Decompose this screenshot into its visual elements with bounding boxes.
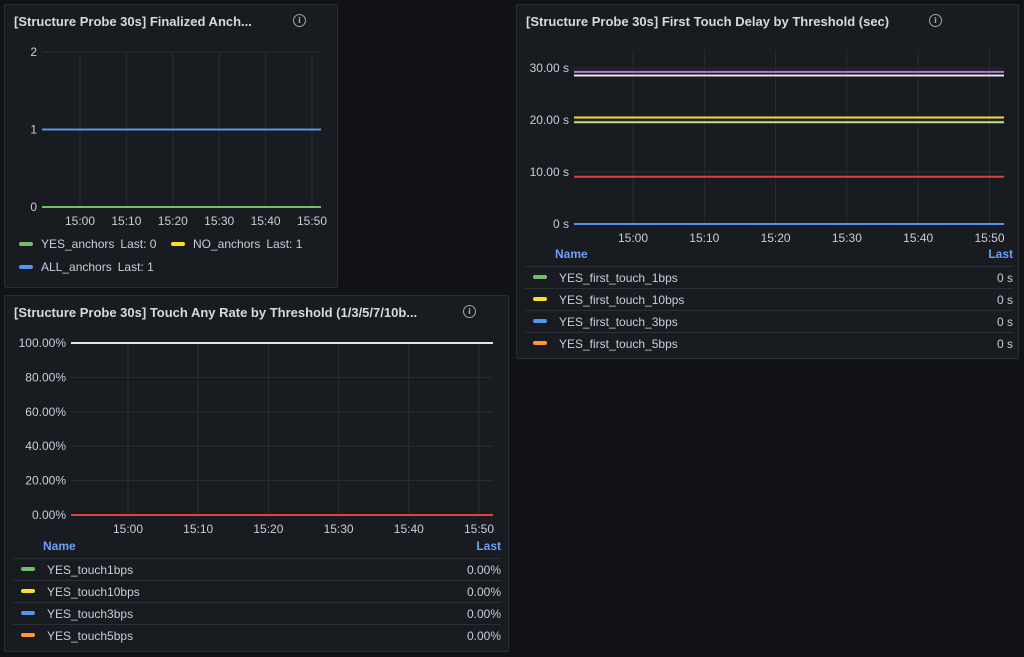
x-tick-label: 15:30 — [204, 214, 234, 228]
series-name: NO_anchors — [193, 237, 261, 251]
x-tick-label: 15:00 — [618, 231, 648, 245]
legend-row[interactable]: YES_first_touch_10bps 0 s — [525, 288, 1013, 311]
y-tick-label: 80.00% — [25, 370, 66, 384]
series-last-value: Last: 0 — [120, 237, 157, 251]
series-color-swatch — [21, 589, 35, 594]
legend-delay: Name Last YES_first_touch_1bps 0 s YES_f… — [525, 247, 1013, 354]
x-tick-label: 15:20 — [158, 214, 188, 228]
x-tick-label: 15:00 — [113, 522, 143, 536]
series-color-swatch — [19, 264, 33, 269]
legend-item[interactable]: YES_anchors Last: 0 — [19, 237, 156, 251]
series-last-value: 0.00% — [397, 580, 501, 603]
x-tick-label: 15:10 — [111, 214, 141, 228]
x-tick-label: 15:30 — [324, 522, 354, 536]
info-icon[interactable]: i — [929, 14, 942, 27]
series-name: YES_first_touch_5bps — [559, 336, 678, 351]
series-name: YES_touch3bps — [47, 606, 134, 621]
series-last-value: Last: 1 — [266, 237, 303, 251]
legend-anchors: YES_anchors Last: 0 NO_anchors Last: 1 ALL… — [19, 235, 329, 275]
info-icon[interactable]: i — [293, 14, 306, 27]
y-tick-label: 1 — [30, 123, 37, 137]
y-tick-label: 20.00% — [25, 474, 66, 488]
y-tick-label: 0.00% — [32, 508, 66, 522]
series-name: YES_first_touch_3bps — [559, 314, 678, 329]
chart-rate[interactable]: 15:00 15:10 15:20 15:30 15:40 15:50 0.00% 20.00… — [5, 296, 510, 541]
series-color-swatch — [19, 241, 33, 246]
series-last-value: 0.00% — [397, 602, 501, 625]
series-last-value: 0.00% — [397, 624, 501, 646]
legend-header-name[interactable]: Name — [555, 247, 588, 261]
legend-row[interactable]: YES_touch1bps 0.00% — [13, 558, 501, 581]
series-name: YES_touch1bps — [47, 562, 134, 577]
x-tick-label: 15:50 — [464, 522, 494, 536]
y-tick-label: 60.00% — [25, 405, 66, 419]
x-tick-label: 15:00 — [65, 214, 95, 228]
series-name: YES_anchors — [41, 237, 115, 251]
y-tick-label: 100.00% — [19, 336, 67, 350]
panel-title[interactable]: [Structure Probe 30s] Touch Any Rate by … — [14, 305, 418, 320]
panel-title[interactable]: [Structure Probe 30s] Finalized Anch... — [14, 14, 252, 29]
y-tick-label: 20.00 s — [530, 113, 569, 127]
series-color-swatch — [533, 341, 547, 346]
series-color-swatch — [533, 297, 547, 302]
legend-row[interactable]: YES_first_touch_3bps 0 s — [525, 310, 1013, 333]
y-tick-label: 40.00% — [25, 439, 66, 453]
x-tick-label: 15:20 — [253, 522, 283, 536]
series-name: YES_touch5bps — [47, 628, 134, 643]
info-icon[interactable]: i — [463, 305, 476, 318]
series-color-swatch — [21, 611, 35, 616]
y-tick-label: 10.00 s — [530, 165, 569, 179]
series-color-swatch — [171, 241, 185, 246]
series-color-swatch — [21, 633, 35, 638]
series-color-swatch — [533, 275, 547, 280]
legend-row[interactable]: YES_touch5bps 0.00% — [13, 624, 501, 646]
y-tick-label: 30.00 s — [530, 61, 569, 75]
x-tick-label: 15:40 — [903, 231, 933, 245]
legend-row[interactable]: YES_first_touch_5bps 0 s — [525, 332, 1013, 354]
y-tick-label: 2 — [30, 45, 37, 59]
panel-first-touch-delay[interactable]: [Structure Probe 30s] First Touch Delay … — [516, 4, 1019, 359]
legend-item[interactable]: ALL_anchors Last: 1 — [19, 260, 154, 274]
series-color-swatch — [21, 567, 35, 572]
chart-delay[interactable]: 15:00 15:10 15:20 15:30 15:40 15:50 0 s 10.00 s… — [517, 5, 1020, 250]
legend-row[interactable]: YES_touch10bps 0.00% — [13, 580, 501, 603]
series-last-value: 0 s — [947, 266, 1013, 289]
panel-finalized-anchors[interactable]: [Structure Probe 30s] Finalized Anch... … — [4, 4, 338, 288]
series-last-value: 0 s — [947, 288, 1013, 311]
x-tick-label: 15:10 — [689, 231, 719, 245]
series-name: YES_first_touch_1bps — [559, 270, 678, 285]
legend-header-last[interactable]: Last — [476, 539, 501, 553]
legend-item[interactable]: NO_anchors Last: 1 — [171, 237, 302, 251]
legend-header-last[interactable]: Last — [988, 247, 1013, 261]
series-last-value: 0 s — [947, 310, 1013, 333]
series-last-value: 0 s — [947, 332, 1013, 354]
legend-header-name[interactable]: Name — [43, 539, 76, 553]
legend-rate: Name Last YES_touch1bps 0.00% YES_touch1… — [13, 539, 501, 646]
x-tick-label: 15:20 — [761, 231, 791, 245]
x-tick-label: 15:40 — [394, 522, 424, 536]
panel-touch-any-rate[interactable]: [Structure Probe 30s] Touch Any Rate by … — [4, 295, 509, 652]
x-tick-label: 15:40 — [251, 214, 281, 228]
y-tick-label: 0 s — [553, 217, 569, 231]
series-color-swatch — [533, 319, 547, 324]
chart-anchors[interactable]: 15:00 15:10 15:20 15:30 15:40 15:50 0 1 2 — [5, 5, 339, 235]
series-last-value: 0.00% — [397, 558, 501, 581]
legend-row[interactable]: YES_first_touch_1bps 0 s — [525, 266, 1013, 289]
y-tick-label: 0 — [30, 200, 37, 214]
series-last-value: Last: 1 — [117, 260, 154, 274]
legend-row[interactable]: YES_touch3bps 0.00% — [13, 602, 501, 625]
x-tick-label: 15:50 — [974, 231, 1004, 245]
x-tick-label: 15:30 — [832, 231, 862, 245]
x-tick-label: 15:50 — [297, 214, 327, 228]
x-tick-label: 15:10 — [183, 522, 213, 536]
series-name: YES_first_touch_10bps — [559, 292, 685, 307]
series-name: YES_touch10bps — [47, 584, 140, 599]
panel-title[interactable]: [Structure Probe 30s] First Touch Delay … — [526, 14, 890, 29]
series-name: ALL_anchors — [41, 260, 112, 274]
